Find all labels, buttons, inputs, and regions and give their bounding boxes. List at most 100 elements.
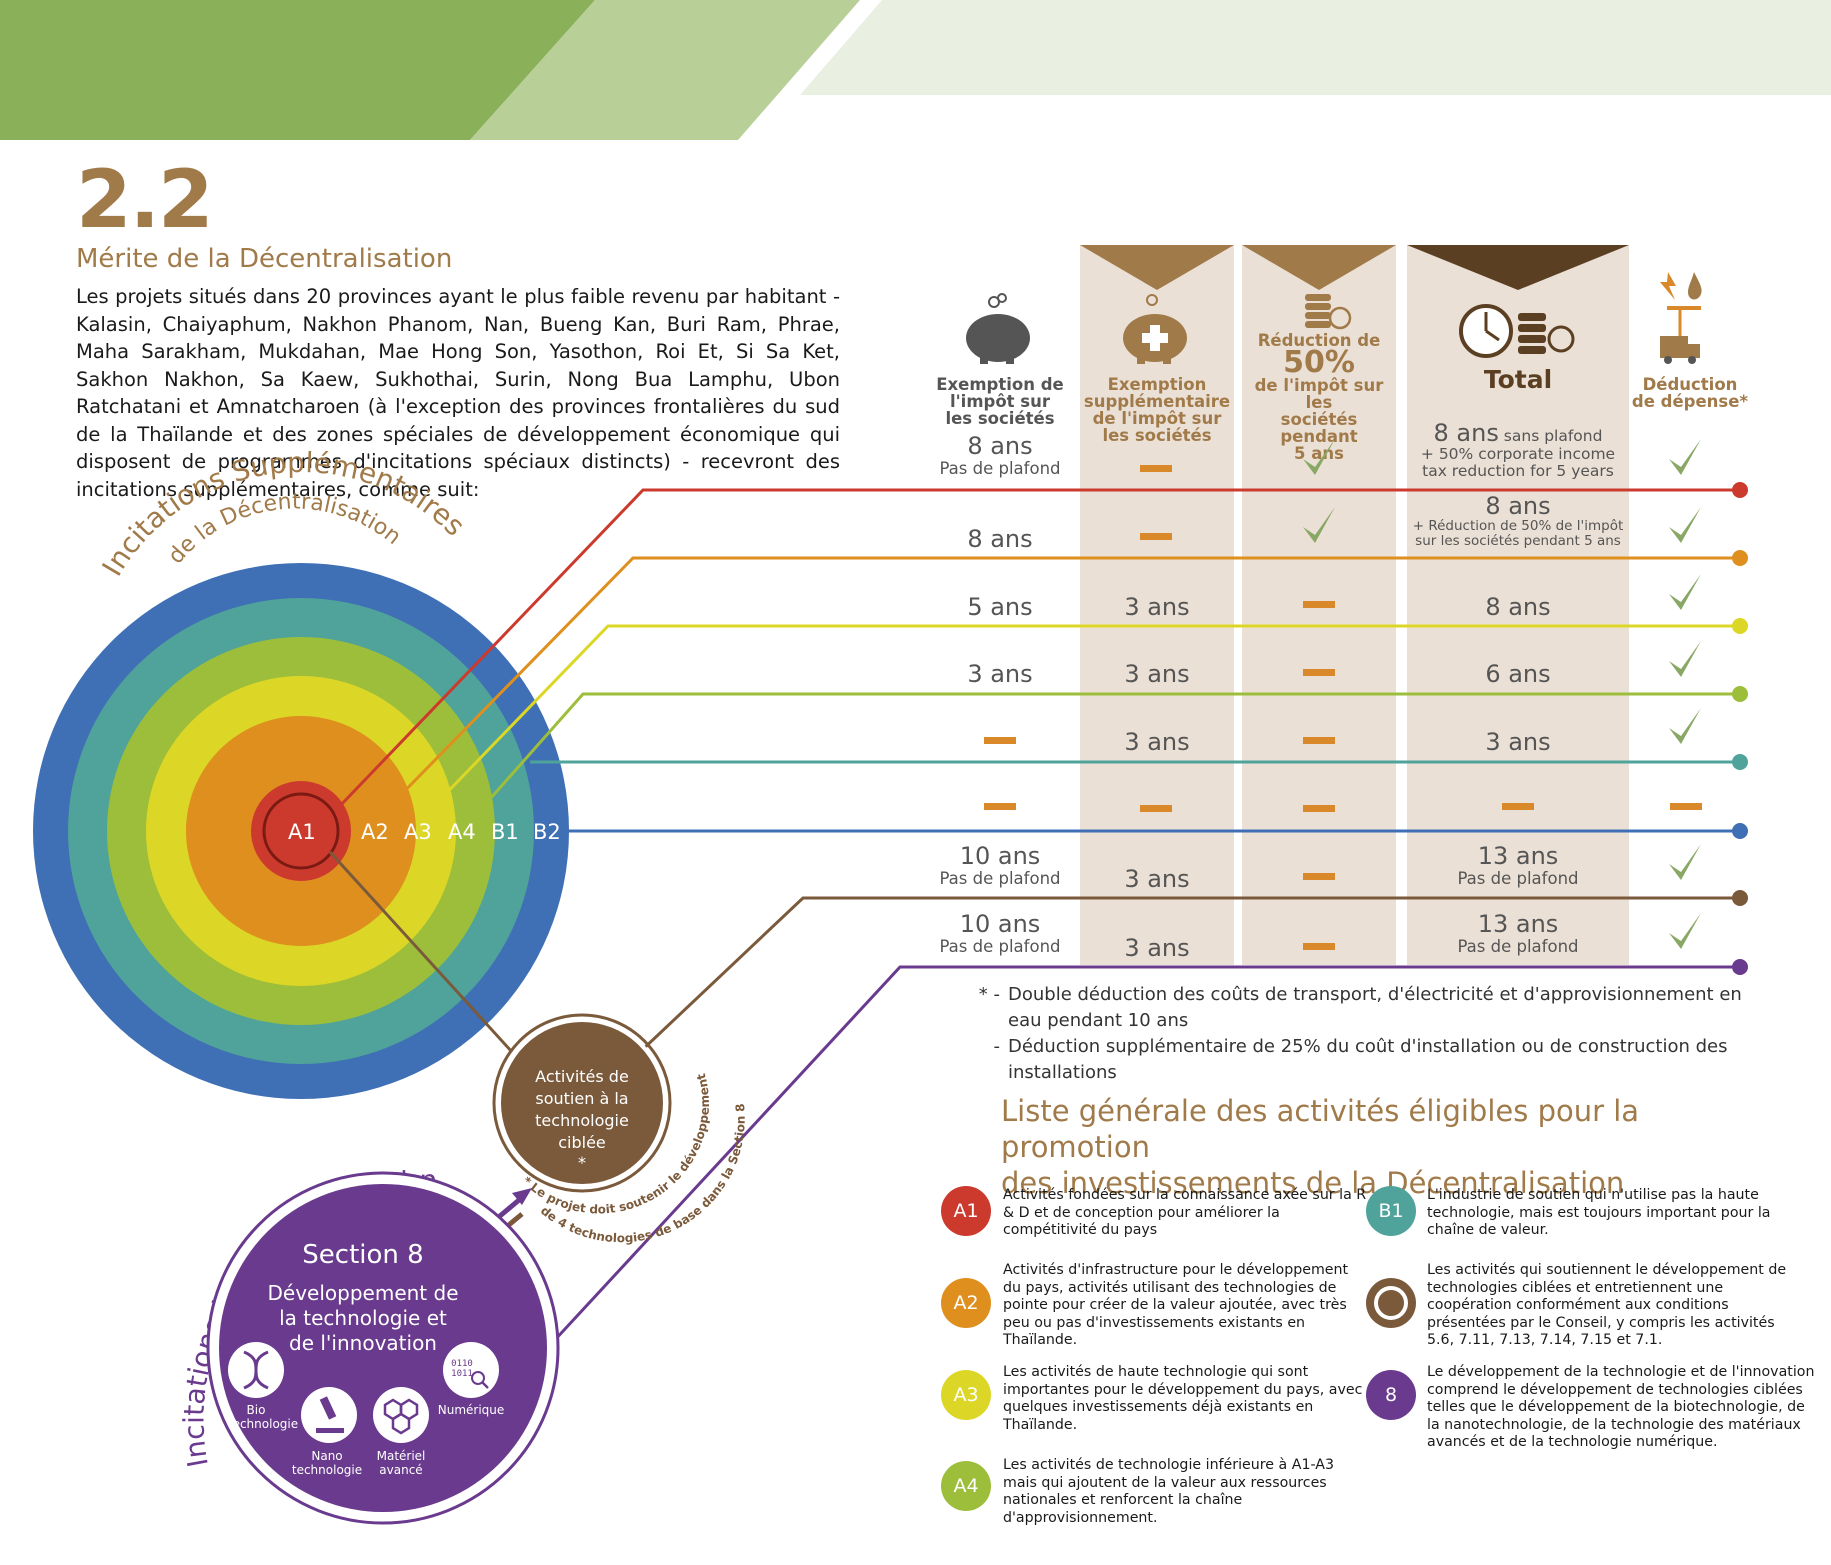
nano-icon	[301, 1387, 357, 1443]
legend-text-A4: Les activités de technologie inférieure …	[1003, 1457, 1335, 1526]
legend-badge-support	[1366, 1278, 1416, 1328]
legend-text-B1: L'industrie de soutien qui n'utilise pas…	[1427, 1187, 1771, 1238]
digital-icon: 0110 1011	[443, 1342, 499, 1398]
row5-c4: 3 ans	[1485, 728, 1551, 756]
legend-badge-A3: A3	[941, 1370, 991, 1420]
legend-badge-B1: B1	[1366, 1186, 1416, 1236]
clock-money-icon	[1459, 304, 1575, 358]
line-A1	[336, 488, 1740, 810]
bio-label-1: Bio	[247, 1403, 266, 1417]
bio-icon	[228, 1342, 284, 1398]
svg-text:1011: 1011	[451, 1369, 473, 1379]
ring-label-A1: A1	[288, 820, 316, 844]
legend-text-S8: Le développement de la technologie et de…	[1427, 1364, 1815, 1450]
row6-c2-dash	[1140, 805, 1172, 812]
legend-badge-A2: A2	[941, 1278, 991, 1328]
legend-text-A1: Activités fondées sur la connaissance ax…	[1003, 1187, 1367, 1238]
dot-A3	[1732, 618, 1748, 634]
line-A4	[480, 692, 1740, 809]
column-cap-total	[1407, 245, 1629, 290]
row7-c1: 10 ans Pas de plafond	[939, 842, 1061, 888]
bio-label-2: technologie	[228, 1417, 298, 1431]
section8-line-3: de l'innovation	[289, 1331, 437, 1355]
section8-title: Section 8	[302, 1240, 423, 1270]
piggy-bank-plus-icon	[1123, 294, 1187, 364]
line-S8	[538, 965, 1740, 1358]
footnote-1: * - Double déduction des coûts de transp…	[978, 984, 1742, 1031]
row5-c5-check-icon	[1669, 708, 1701, 744]
ring-A1-outline	[262, 792, 340, 870]
row6-c3-dash	[1303, 805, 1335, 812]
section8-circle	[219, 1184, 547, 1512]
line-A2	[386, 556, 1740, 810]
row5-c1-dash	[984, 737, 1016, 744]
legend-text-A2: Activités d'infrastructure pour le dével…	[1003, 1262, 1349, 1348]
header-band	[0, 0, 1831, 140]
column-bg-extra	[1080, 245, 1234, 965]
column-cap-extra	[1080, 245, 1234, 290]
row4-c3-dash	[1303, 669, 1335, 676]
row7-c4: 13 ans Pas de plafond	[1457, 842, 1579, 888]
ring-A1	[251, 781, 351, 881]
row8-c3-dash	[1303, 943, 1335, 950]
support-line-5: *	[578, 1153, 586, 1172]
line-C-right	[638, 896, 1740, 1054]
dot-S8	[1732, 959, 1748, 975]
row1-c4: 8 ans sans plafond + 50% corporate incom…	[1420, 419, 1616, 480]
ring-label-A4: A4	[448, 820, 476, 844]
footnotes: * - Double déduction des coûts de transp…	[970, 982, 1770, 1086]
row5-c3-dash	[1303, 737, 1335, 744]
row6-c4-dash	[1502, 803, 1534, 810]
dot-A2	[1732, 550, 1748, 566]
row7-c3-dash	[1303, 873, 1335, 880]
support-circle-ring	[492, 1013, 672, 1193]
row3-c4: 8 ans	[1485, 593, 1551, 621]
line-A3	[430, 624, 1740, 810]
ring-label-B2: B2	[533, 820, 561, 844]
row8-c4: 13 ans Pas de plafond	[1457, 910, 1579, 956]
section8-line-2: la technologie et	[279, 1306, 447, 1330]
legend-support-ring	[1374, 1286, 1408, 1320]
piggy-bank-icon	[966, 293, 1030, 364]
dot-B2	[1732, 823, 1748, 839]
intro-paragraph: Les projets situés dans 20 provinces aya…	[76, 285, 840, 501]
column-bg-total	[1407, 245, 1629, 965]
legend-badge-S8: 8	[1366, 1370, 1416, 1420]
material-icon	[373, 1387, 429, 1443]
coin-stack-icon	[1305, 294, 1352, 330]
section-title: Mérite de la Décentralisation	[76, 244, 453, 274]
row3-c1: 5 ans	[967, 593, 1033, 621]
row4-c5-check-icon	[1669, 641, 1701, 677]
row3-c2: 3 ans	[1124, 593, 1190, 621]
row6-c1-dash	[984, 803, 1016, 810]
row6-c5-dash	[1670, 803, 1702, 810]
ring-label-A3: A3	[404, 820, 432, 844]
support-line-4: ciblée	[558, 1133, 606, 1152]
dot-C	[1732, 890, 1748, 906]
eligible-list-title: Liste générale des activités éligibles p…	[1001, 1094, 1640, 1200]
row1-c3-check-icon	[1303, 439, 1335, 475]
row8-c1: 10 ans Pas de plafond	[939, 910, 1061, 956]
utilities-icon	[1660, 272, 1702, 364]
material-label-1: Matériel	[377, 1449, 426, 1463]
support-line-1: Activités de	[535, 1067, 629, 1086]
row1-c1: 8 ans Pas de plafond	[939, 432, 1061, 478]
row2-c2-dash	[1140, 533, 1172, 540]
row8-c5-check-icon	[1669, 913, 1701, 949]
row4-c4: 6 ans	[1485, 660, 1551, 688]
column-head-exemption: Exemption de l'impôt sur les sociétés	[936, 375, 1064, 428]
support-circle	[497, 1018, 667, 1188]
row2-c5-check-icon	[1669, 507, 1701, 543]
dot-A4	[1732, 686, 1748, 702]
row3-c5-check-icon	[1669, 574, 1701, 610]
support-line-2: soutien à la	[535, 1089, 628, 1108]
ring-label-B1: B1	[491, 820, 519, 844]
row5-c2: 3 ans	[1124, 728, 1190, 756]
legend-text-A3: Les activités de haute technologie qui s…	[1003, 1364, 1363, 1433]
nano-label-1: Nano	[311, 1449, 342, 1463]
column-head-expense: Déduction de dépense*	[1631, 375, 1749, 411]
svg-text:0110: 0110	[451, 1359, 473, 1369]
row1-c5-check-icon	[1669, 439, 1701, 475]
row3-c3-dash	[1303, 601, 1335, 608]
